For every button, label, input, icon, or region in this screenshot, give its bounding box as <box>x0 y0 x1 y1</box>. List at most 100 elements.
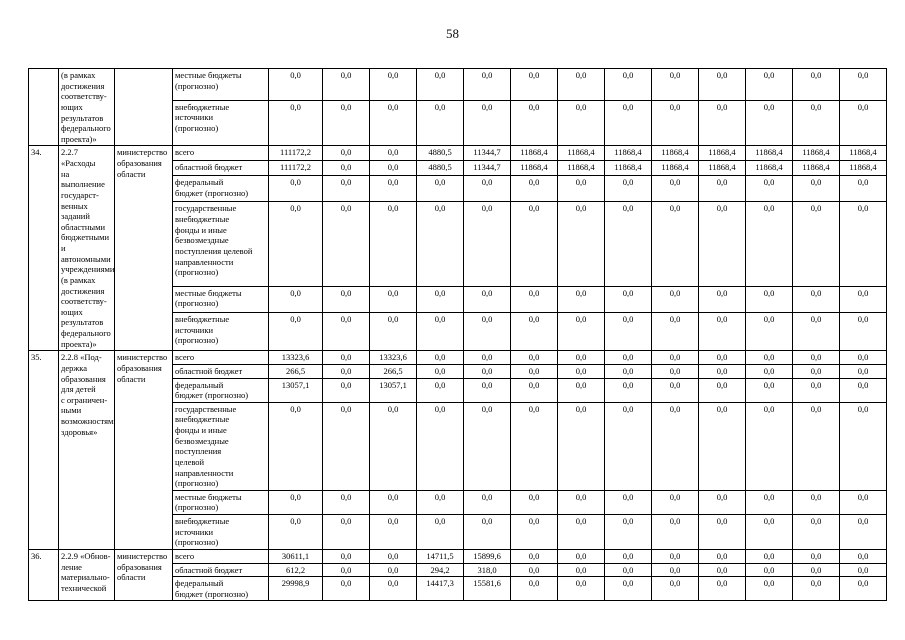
value-cell: 0,0 <box>651 576 699 602</box>
value-cell: 11868,4 <box>557 160 605 177</box>
value-cell: 4880,5 <box>416 160 464 177</box>
value-cell: 0,0 <box>322 350 370 365</box>
value-cell: 0,0 <box>792 576 840 602</box>
value-cell: 0,0 <box>369 145 417 162</box>
value-cell: 0,0 <box>510 68 558 101</box>
value-cell: 29998,9 <box>268 576 323 602</box>
value-cell: 11868,4 <box>557 145 605 162</box>
value-cell: 0,0 <box>839 312 887 352</box>
value-cell: 11868,4 <box>604 145 652 162</box>
value-cell: 0,0 <box>463 312 511 352</box>
value-cell: 0,0 <box>557 350 605 365</box>
budget-source-cell: федеральный бюджет (прогнозно) <box>172 175 269 203</box>
table-row: местные бюджеты (прогнозно) 0,0 0,0 0,0 0,0 0… <box>29 489 887 516</box>
row-number-cell: 36. <box>28 548 59 602</box>
value-cell: 11868,4 <box>698 145 746 162</box>
value-cell: 0,0 <box>839 285 887 314</box>
value-cell: 11868,4 <box>839 145 887 162</box>
value-cell: 0,0 <box>557 285 605 314</box>
value-cell: 0,0 <box>463 68 511 101</box>
value-cell: 0,0 <box>369 312 417 352</box>
value-cell: 0,0 <box>792 377 840 403</box>
value-cell: 0,0 <box>651 548 699 564</box>
value-cell: 0,0 <box>369 160 417 177</box>
value-cell: 0,0 <box>322 68 370 101</box>
value-cell: 0,0 <box>369 201 417 287</box>
value-cell: 0,0 <box>557 548 605 564</box>
value-cell: 0,0 <box>698 312 746 352</box>
row-number-cell: 35. <box>28 350 59 550</box>
value-cell: 0,0 <box>839 377 887 403</box>
value-cell: 0,0 <box>651 562 699 578</box>
value-cell: 612,2 <box>268 562 323 578</box>
table-row: внебюджетные источники (прогнозно) 0,0 0,0… <box>29 312 887 352</box>
value-cell: 0,0 <box>745 285 793 314</box>
value-cell: 0,0 <box>369 175 417 203</box>
table-row: 35. 2.2.8 «Под- держка образования для де… <box>28 350 887 550</box>
table-row: внебюджетные источники (прогнозно) 0,0 0,0… <box>29 99 887 147</box>
value-cell: 0,0 <box>792 489 840 516</box>
value-cell: 0,0 <box>745 562 793 578</box>
value-cell: 0,0 <box>604 489 652 516</box>
value-cell: 11868,4 <box>651 145 699 162</box>
value-cell: 0,0 <box>510 548 558 564</box>
value-cell: 111172,2 <box>268 145 323 162</box>
table-row: внебюджетные источники (прогнозно) 0,0 0,0… <box>29 514 887 550</box>
value-cell: 0,0 <box>839 576 887 602</box>
budget-source-cell: всего <box>172 145 269 162</box>
value-cell: 11344,7 <box>463 145 511 162</box>
value-cell: 0,0 <box>510 175 558 203</box>
value-cell: 13323,6 <box>369 350 417 365</box>
value-cell: 0,0 <box>839 363 887 379</box>
value-cell: 0,0 <box>510 363 558 379</box>
value-cell: 0,0 <box>268 489 323 516</box>
value-cell: 0,0 <box>604 401 652 491</box>
value-cell: 0,0 <box>557 99 605 147</box>
value-cell: 0,0 <box>839 489 887 516</box>
budget-source-cell: местные бюджеты (прогнозно) <box>172 489 269 516</box>
value-cell: 0,0 <box>463 489 511 516</box>
value-cell: 0,0 <box>557 401 605 491</box>
value-cell: 13057,1 <box>369 377 417 403</box>
measure-name-cell: 2.2.7 «Расходы на выполнение государст- … <box>58 145 115 352</box>
value-cell: 30611,1 <box>268 548 323 564</box>
value-cell: 0,0 <box>745 350 793 365</box>
value-cell: 0,0 <box>369 514 417 550</box>
value-cell: 0,0 <box>322 377 370 403</box>
value-cell: 0,0 <box>463 285 511 314</box>
value-cell: 0,0 <box>557 377 605 403</box>
value-cell: 0,0 <box>698 201 746 287</box>
value-cell: 11868,4 <box>792 145 840 162</box>
value-cell: 0,0 <box>268 99 323 147</box>
value-cell: 0,0 <box>745 175 793 203</box>
value-cell: 266,5 <box>268 363 323 379</box>
table-row: федеральный бюджет (прогнозно) 29998,9 0,0… <box>29 576 887 602</box>
value-cell: 0,0 <box>416 201 464 287</box>
value-cell: 0,0 <box>651 401 699 491</box>
value-cell: 0,0 <box>792 285 840 314</box>
value-cell: 0,0 <box>510 285 558 314</box>
value-cell: 13323,6 <box>268 350 323 365</box>
value-cell: 0,0 <box>651 201 699 287</box>
value-cell: 0,0 <box>839 99 887 147</box>
value-cell: 0,0 <box>463 363 511 379</box>
value-cell: 0,0 <box>792 350 840 365</box>
value-cell: 0,0 <box>463 201 511 287</box>
value-cell: 0,0 <box>510 576 558 602</box>
value-cell: 0,0 <box>369 489 417 516</box>
value-cell: 0,0 <box>510 201 558 287</box>
value-cell: 0,0 <box>322 363 370 379</box>
table-row: (в рамках достижения соответству- ющих р… <box>28 67 887 147</box>
value-cell: 0,0 <box>557 68 605 101</box>
table-row: местные бюджеты (прогнозно) 0,0 0,0 0,0 0,0 0… <box>29 285 887 314</box>
value-cell: 0,0 <box>416 489 464 516</box>
value-cell: 0,0 <box>698 285 746 314</box>
value-cell: 0,0 <box>322 99 370 147</box>
executor-cell: министерство образования области <box>114 145 173 352</box>
value-cell: 0,0 <box>651 99 699 147</box>
budget-table-body: (в рамках достижения соответству- ющих р… <box>28 67 887 602</box>
value-cell: 0,0 <box>369 401 417 491</box>
value-cell: 0,0 <box>745 401 793 491</box>
value-cell: 0,0 <box>698 548 746 564</box>
